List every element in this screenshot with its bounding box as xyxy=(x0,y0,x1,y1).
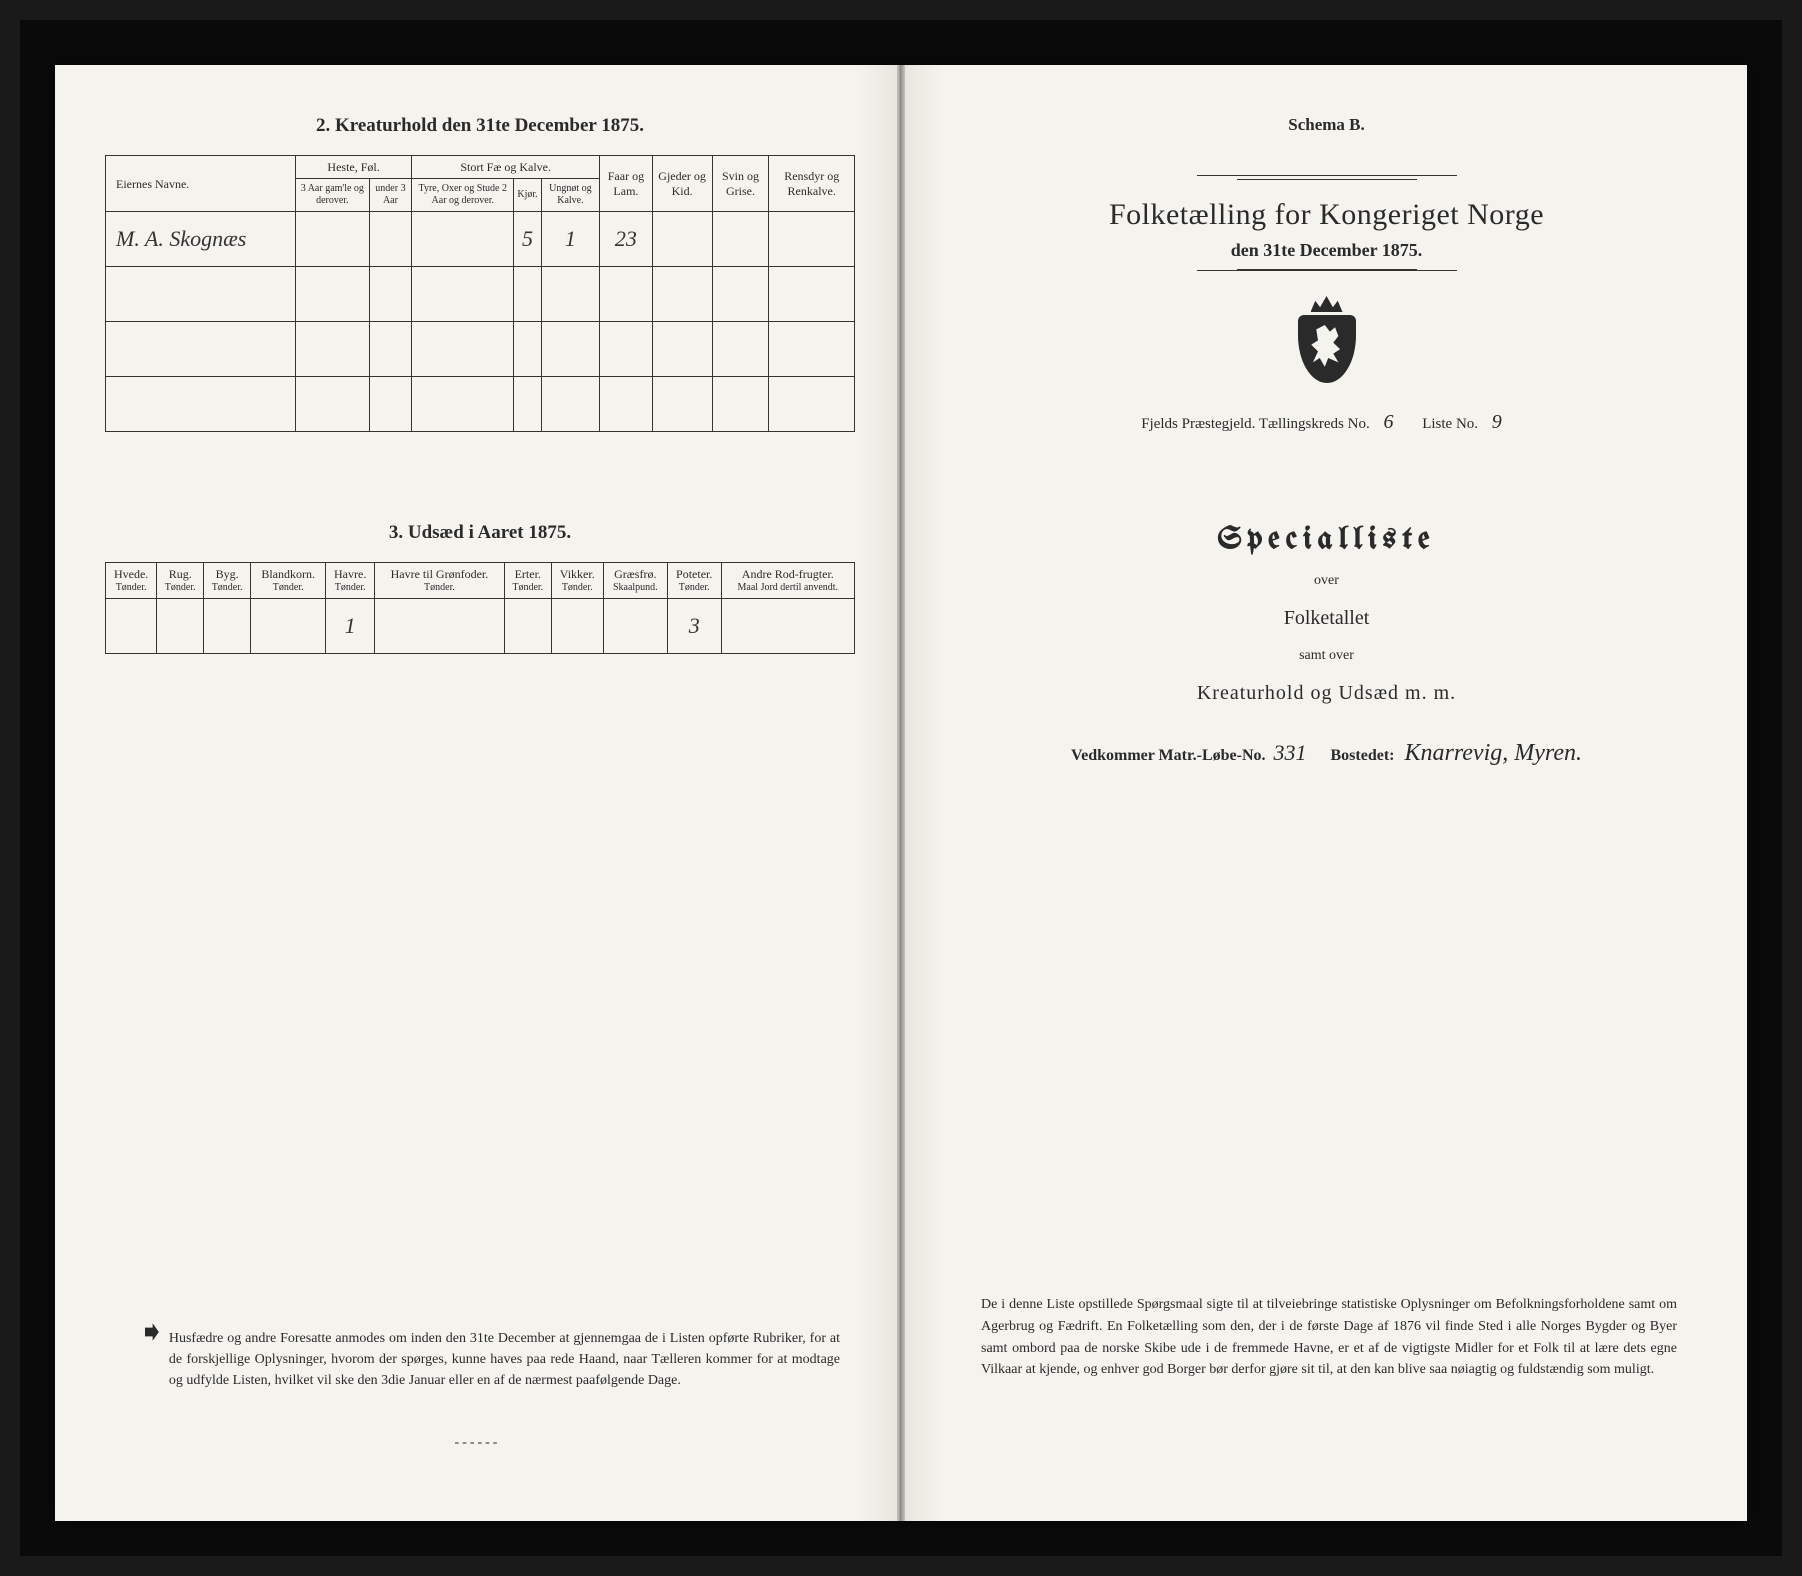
kreds-no: 6 xyxy=(1373,411,1403,434)
section2-title: 2. Kreaturhold den 31te December 1875. xyxy=(105,115,855,137)
scan-frame: 2. Kreaturhold den 31te December 1875. E… xyxy=(20,20,1782,1556)
th-andre: Andre Rod-frugter.Maal Jord dertil anven… xyxy=(721,563,854,598)
th-vikker: Vikker.Tønder. xyxy=(551,563,603,598)
left-footnote: Husfædre og andre Foresatte anmodes om i… xyxy=(169,1328,840,1391)
table3-row-1: 1 3 xyxy=(106,598,855,653)
left-page: 2. Kreaturhold den 31te December 1875. E… xyxy=(55,65,901,1521)
th-svin: Svin og Grise. xyxy=(712,156,769,212)
liste-no: 9 xyxy=(1482,411,1512,434)
schema-label: Schema B. xyxy=(966,115,1687,135)
bostedet-value: Knarrevig, Myren. xyxy=(1398,740,1582,766)
cell-ungnot: 1 xyxy=(541,212,600,267)
cell-name: M. A. Skognæs xyxy=(106,212,296,267)
section3-title: 3. Udsæd i Aaret 1875. xyxy=(105,522,855,544)
kreaturhold-table: Eiernes Navne. Heste, Føl. Stort Fæ og K… xyxy=(105,155,855,432)
title-rule-top xyxy=(966,175,1687,180)
th-stort-a: Tyre, Oxer og Stude 2 Aar og derover. xyxy=(412,179,514,212)
cell-vikker xyxy=(551,598,603,653)
shield-icon xyxy=(1298,315,1356,383)
th-byg: Byg.Tønder. xyxy=(204,563,251,598)
cell-heste-b xyxy=(369,212,412,267)
cell-graesfro xyxy=(603,598,667,653)
cell-havre: 1 xyxy=(326,598,375,653)
parish-line: Fjelds Præstegjeld. Tællingskreds No. 6 … xyxy=(966,411,1687,434)
th-stort-b: Kjør. xyxy=(514,179,541,212)
book-spread: 2. Kreaturhold den 31te December 1875. E… xyxy=(55,65,1747,1521)
cell-poteter: 3 xyxy=(667,598,721,653)
bostedet-label: Bostedet: xyxy=(1331,747,1395,764)
th-blandkorn: Blandkorn.Tønder. xyxy=(251,563,326,598)
table2-row-2 xyxy=(106,267,855,322)
th-poteter: Poteter.Tønder. xyxy=(667,563,721,598)
separator: ------ xyxy=(55,1435,900,1451)
cell-havre-gron xyxy=(375,598,505,653)
pointing-hand-icon xyxy=(145,1321,159,1343)
th-gjeder: Gjeder og Kid. xyxy=(652,156,712,212)
cell-erter xyxy=(504,598,551,653)
cell-hvede xyxy=(106,598,157,653)
book-spine xyxy=(897,65,905,1521)
udsaed-table: Hvede.Tønder. Rug.Tønder. Byg.Tønder. Bl… xyxy=(105,562,855,653)
th-heste-b: under 3 Aar xyxy=(369,179,412,212)
liste-label: Liste No. xyxy=(1422,416,1478,432)
lion-icon xyxy=(1310,325,1344,369)
over-label: over xyxy=(966,573,1687,589)
crown-icon xyxy=(1311,296,1343,312)
right-footnote: De i denne Liste opstillede Spørgsmaal s… xyxy=(981,1294,1677,1381)
cell-heste-a xyxy=(296,212,370,267)
table2-row-1: M. A. Skognæs 5 1 23 xyxy=(106,212,855,267)
samt-label: samt over xyxy=(966,648,1687,664)
th-stort-c: Ungnøt og Kalve. xyxy=(541,179,600,212)
th-heste: Heste, Føl. xyxy=(296,156,412,179)
cell-kjor: 5 xyxy=(514,212,541,267)
left-footnote-block: Husfædre og andre Foresatte anmodes om i… xyxy=(145,1318,840,1391)
table2-row-4 xyxy=(106,377,855,432)
title-rule-bottom xyxy=(966,269,1687,271)
cell-blandkorn xyxy=(251,598,326,653)
parish-label: Fjelds Præstegjeld. Tællingskreds No. xyxy=(1141,416,1369,432)
folketallet-label: Folketallet xyxy=(966,607,1687,630)
main-title: Folketælling for Kongeriget Norge xyxy=(966,198,1687,232)
kreatur-label: Kreaturhold og Udsæd m. m. xyxy=(966,682,1687,705)
right-page: Schema B. Folketælling for Kongeriget No… xyxy=(901,65,1747,1521)
th-havre-gron: Havre til Grønfoder.Tønder. xyxy=(375,563,505,598)
table2-row-3 xyxy=(106,322,855,377)
cell-stort-a xyxy=(412,212,514,267)
date-line: den 31te December 1875. xyxy=(966,240,1687,261)
cell-gjeder xyxy=(652,212,712,267)
th-rug: Rug.Tønder. xyxy=(157,563,204,598)
cell-svin xyxy=(712,212,769,267)
th-erter: Erter.Tønder. xyxy=(504,563,551,598)
th-eiernes-navne: Eiernes Navne. xyxy=(106,156,296,212)
vedkommer-line: Vedkommer Matr.-Løbe-No. 331 Bostedet: K… xyxy=(966,740,1687,767)
matr-no: 331 xyxy=(1270,740,1311,765)
coat-of-arms-icon xyxy=(1292,296,1362,386)
th-hvede: Hvede.Tønder. xyxy=(106,563,157,598)
th-rens: Rensdyr og Renkalve. xyxy=(769,156,855,212)
cell-andre xyxy=(721,598,854,653)
th-stort: Stort Fæ og Kalve. xyxy=(412,156,600,179)
th-heste-a: 3 Aar gam'le og derover. xyxy=(296,179,370,212)
cell-rens xyxy=(769,212,855,267)
cell-rug xyxy=(157,598,204,653)
specialliste-title: Specialliste xyxy=(966,524,1687,557)
vedkommer-label: Vedkommer Matr.-Løbe-No. xyxy=(1071,747,1266,764)
th-graesfro: Græsfrø.Skaalpund. xyxy=(603,563,667,598)
th-faar: Faar og Lam. xyxy=(600,156,652,212)
cell-byg xyxy=(204,598,251,653)
th-havre: Havre.Tønder. xyxy=(326,563,375,598)
cell-faar: 23 xyxy=(600,212,652,267)
